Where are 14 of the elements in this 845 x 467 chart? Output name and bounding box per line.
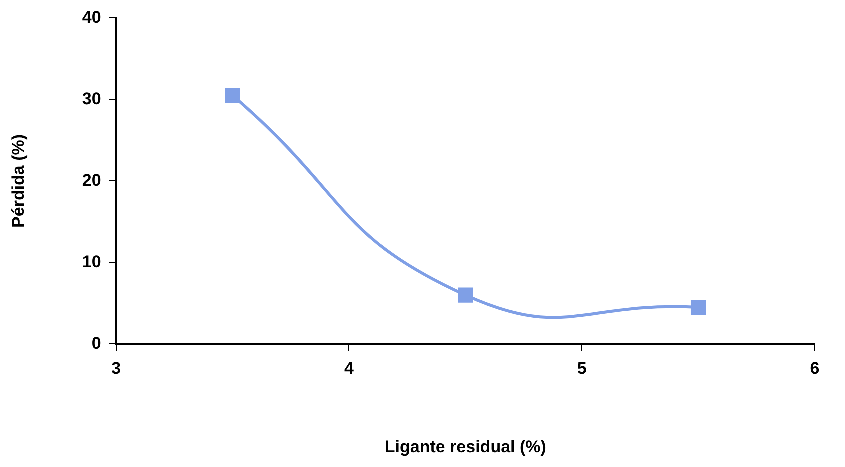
x-tick-label: 5 xyxy=(577,359,587,378)
x-tick-label: 6 xyxy=(810,359,820,378)
y-tick-label: 40 xyxy=(82,8,102,27)
y-tick-label: 10 xyxy=(82,252,102,272)
x-tick-label: 3 xyxy=(112,359,122,378)
point xyxy=(690,300,706,316)
x-tick-label: 4 xyxy=(344,359,354,378)
y-tick-label: 20 xyxy=(82,170,102,190)
point xyxy=(458,288,474,303)
y-tick-label: 30 xyxy=(82,89,102,108)
y-axis-title: Pérdida (%) xyxy=(8,134,28,228)
x-axis-title: Ligante residual (%) xyxy=(384,437,546,456)
y-tick-label: 0 xyxy=(92,334,102,353)
point xyxy=(225,88,240,104)
